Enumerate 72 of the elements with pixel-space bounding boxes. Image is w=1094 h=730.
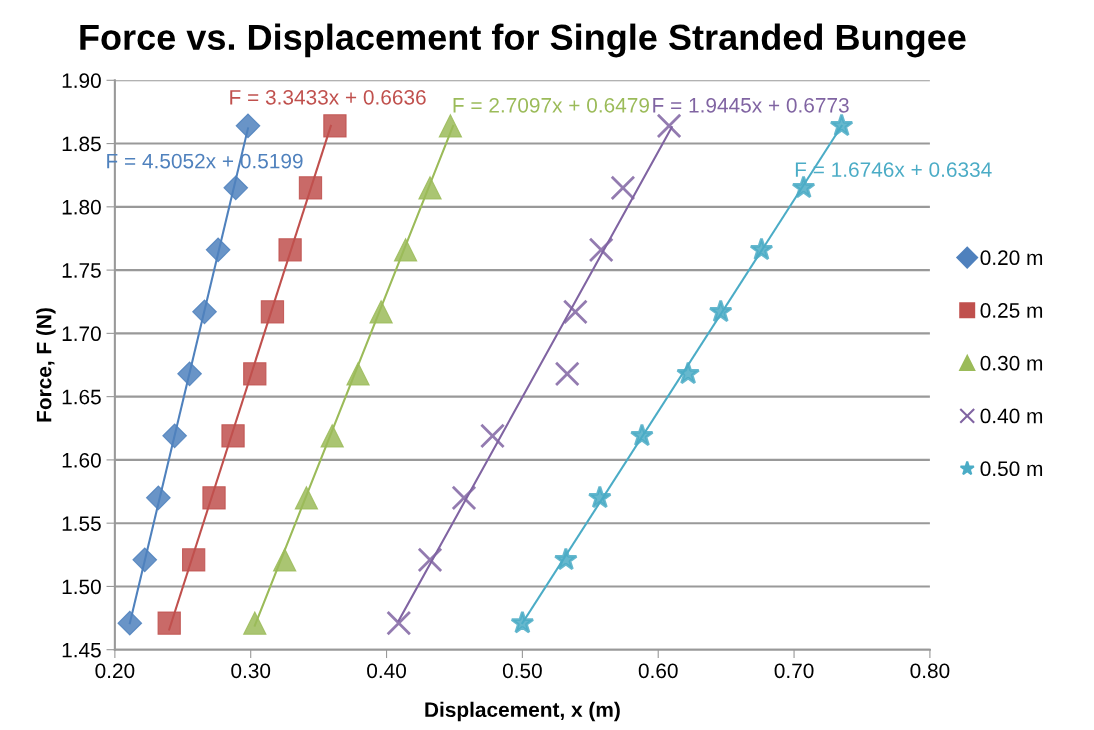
point — [791, 175, 816, 199]
point — [320, 424, 344, 448]
y-tick-label: 1.80 — [62, 199, 101, 215]
point — [553, 547, 578, 571]
point — [676, 361, 701, 385]
point — [278, 238, 302, 262]
legend-label: 0.20 m — [980, 250, 1043, 266]
point — [554, 361, 580, 387]
x-tick-label: 0.70 — [774, 663, 814, 679]
point — [273, 548, 297, 572]
y-axis-title: Force, F (N) — [36, 308, 56, 422]
x-tick-label: 0.80 — [910, 663, 950, 679]
point — [192, 299, 217, 325]
point — [323, 114, 347, 138]
point — [162, 423, 187, 449]
y-tick-label: 1.50 — [62, 579, 101, 595]
point — [157, 611, 181, 635]
point — [510, 610, 535, 634]
x-axis-title: Displacement, x (m) — [425, 701, 620, 722]
point — [202, 486, 226, 510]
point — [480, 423, 505, 449]
point — [205, 237, 231, 263]
y-tick-label: 1.45 — [62, 642, 101, 658]
legend-label: 0.40 m — [980, 408, 1043, 424]
point — [346, 362, 370, 386]
legend-label: 0.25 m — [980, 303, 1043, 318]
point — [298, 176, 323, 200]
point — [829, 113, 854, 137]
x-tick-label: 0.40 — [367, 663, 407, 679]
point — [235, 113, 261, 139]
y-tick-label: 1.90 — [62, 73, 101, 89]
point — [132, 547, 158, 573]
point — [181, 548, 206, 572]
point — [587, 485, 612, 509]
point — [438, 114, 463, 138]
y-tick-label: 1.75 — [62, 263, 101, 278]
point — [221, 424, 245, 448]
x-tick-label: 0.20 — [95, 663, 135, 679]
point — [145, 485, 171, 511]
point — [117, 610, 143, 636]
point — [243, 362, 267, 386]
y-tick-label: 1.85 — [62, 136, 101, 152]
x-tick-label: 0.50 — [502, 663, 542, 679]
chart-title: Force vs. Displacement for Single Stranded Bungee — [80, 23, 966, 58]
legend-label: 0.50 m — [980, 461, 1043, 477]
point — [562, 299, 588, 325]
y-tick-label: 1.60 — [62, 452, 101, 468]
x-tick-label: 0.60 — [638, 663, 678, 679]
y-tick-label: 1.55 — [62, 516, 101, 531]
annotation: F = 2.7097x + 0.6479 — [453, 97, 649, 113]
point — [260, 300, 285, 324]
annotation: F = 3.3433x + 0.6636 — [230, 89, 426, 105]
point — [610, 175, 636, 201]
point — [749, 237, 774, 261]
point — [294, 486, 319, 510]
x-tick-label: 0.30 — [231, 663, 271, 679]
y-tick-label: 1.70 — [62, 326, 101, 342]
point — [177, 361, 202, 387]
point — [223, 175, 249, 201]
annotation: F = 1.9445x + 0.6773 — [653, 97, 849, 113]
point — [393, 238, 418, 262]
point — [418, 176, 442, 200]
point — [588, 237, 614, 263]
point — [451, 485, 477, 511]
point — [417, 547, 443, 573]
point — [386, 610, 412, 636]
point — [369, 300, 393, 324]
y-tick-label: 1.65 — [62, 389, 101, 405]
point — [629, 423, 654, 447]
point — [708, 299, 733, 323]
point — [243, 611, 267, 635]
legend-label: 0.30 m — [980, 355, 1043, 371]
